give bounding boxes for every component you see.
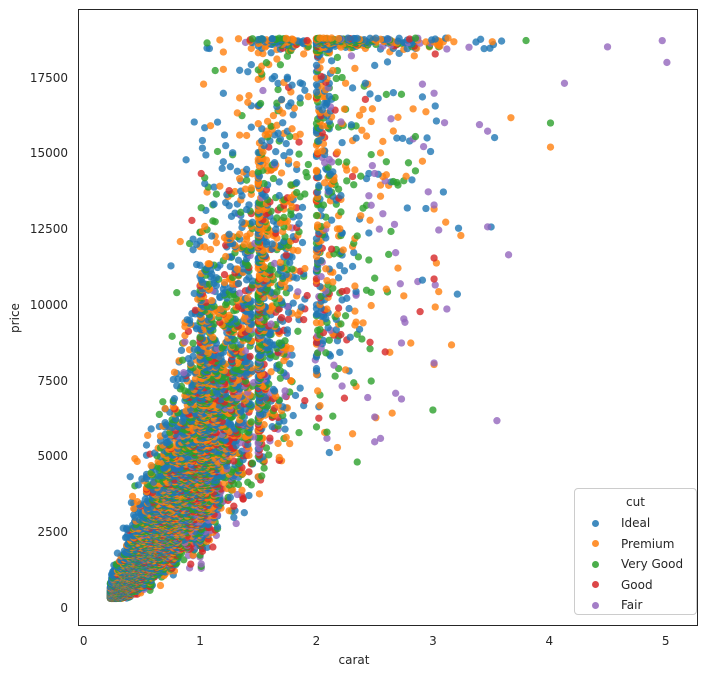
- legend-entry-good: Good: [575, 575, 696, 596]
- legend-entries: Ideal Premium Very Good Good Fair: [575, 513, 696, 616]
- legend-marker-icon: [592, 601, 599, 609]
- x-axis-label: carat: [338, 653, 370, 667]
- y-tick-label: 15000: [29, 146, 68, 161]
- y-tick-label: 7500: [37, 373, 68, 388]
- y-axis-label: price: [8, 303, 22, 333]
- y-tick-label: 10000: [29, 297, 68, 312]
- y-tick-label: 5000: [37, 449, 68, 464]
- legend-marker-icon: [592, 560, 599, 568]
- legend-label: Good: [621, 577, 653, 592]
- y-tick-label: 12500: [29, 222, 68, 237]
- y-tick-label: 0: [60, 600, 68, 615]
- legend-label: Ideal: [621, 516, 651, 531]
- legend-label: Very Good: [621, 557, 684, 572]
- legend-marker-icon: [592, 540, 599, 548]
- legend-entry-fair: Fair: [575, 595, 696, 616]
- legend-label: Premium: [621, 536, 675, 551]
- legend-label: Fair: [621, 598, 643, 613]
- legend-title: cut: [626, 495, 645, 509]
- y-tick-label: 2500: [37, 525, 68, 540]
- legend-marker-icon: [592, 519, 599, 527]
- x-tick-label: 3: [429, 633, 437, 648]
- legend-entry-ideal: Ideal: [575, 513, 696, 534]
- x-tick-label: 2: [312, 633, 321, 648]
- legend: cut Ideal Premium Very Good Good Fair: [574, 488, 697, 615]
- x-tick-label: 5: [661, 633, 670, 648]
- legend-entry-very-good: Very Good: [575, 554, 696, 575]
- x-tick-label: 0: [79, 633, 88, 648]
- legend-marker-icon: [592, 581, 599, 589]
- y-tick-label: 17500: [29, 70, 68, 85]
- legend-entry-premium: Premium: [575, 534, 696, 555]
- x-tick-label: 1: [196, 633, 204, 648]
- x-tick-label: 4: [545, 633, 554, 648]
